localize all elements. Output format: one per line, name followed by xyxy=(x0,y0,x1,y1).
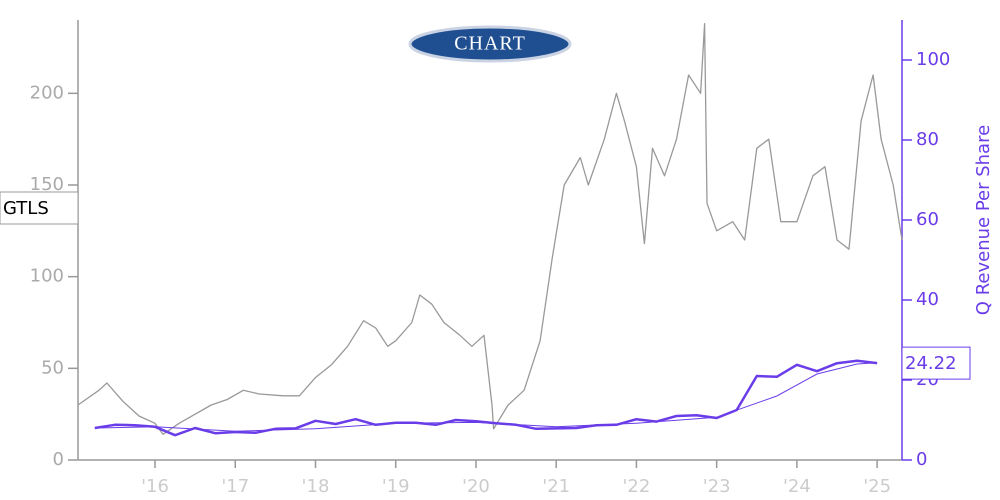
y-tick-label: 200 xyxy=(30,82,64,103)
x-tick-label: '16 xyxy=(141,476,169,497)
y2-tick-label: 80 xyxy=(916,129,939,150)
series-line xyxy=(94,362,878,432)
series-tag: GTLS xyxy=(3,198,49,219)
x-tick-label: '22 xyxy=(622,476,650,497)
y2-tick-label: 0 xyxy=(916,449,927,470)
series-line xyxy=(77,23,903,435)
y2-tick-label: 60 xyxy=(916,209,939,230)
y-tick-label: 0 xyxy=(53,449,64,470)
logo-text: CHART xyxy=(454,33,526,55)
y-tick-label: 100 xyxy=(30,266,64,287)
x-tick-label: '17 xyxy=(221,476,249,497)
y-tick-label: 150 xyxy=(30,174,64,195)
last-value-label: 24.22 xyxy=(905,353,957,374)
y2-tick-label: 100 xyxy=(916,49,950,70)
x-tick-label: '23 xyxy=(703,476,731,497)
y2-tick-label: 40 xyxy=(916,289,939,310)
logo: CHART xyxy=(408,25,572,63)
x-tick-label: '20 xyxy=(462,476,490,497)
x-tick-label: '18 xyxy=(302,476,330,497)
logo-badge xyxy=(408,25,572,63)
series-line xyxy=(94,359,878,437)
y2-axis-title: Q Revenue Per Share xyxy=(973,125,994,315)
x-tick-label: '25 xyxy=(863,476,891,497)
y-tick-label: 50 xyxy=(41,357,64,378)
series-tag-box xyxy=(0,191,79,225)
x-tick-label: '19 xyxy=(382,476,410,497)
last-value-box xyxy=(901,346,971,380)
x-tick-label: '24 xyxy=(783,476,811,497)
x-tick-label: '21 xyxy=(542,476,570,497)
